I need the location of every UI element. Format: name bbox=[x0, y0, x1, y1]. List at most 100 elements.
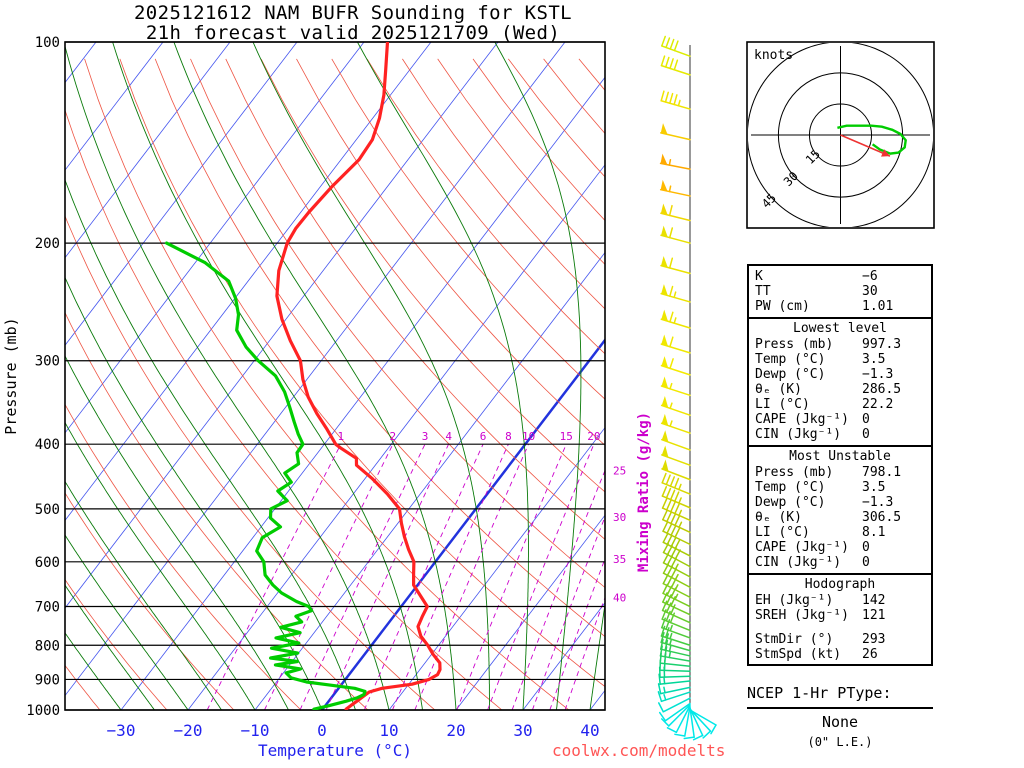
wind-barb bbox=[674, 705, 691, 737]
y-axis-title: Pressure (mb) bbox=[2, 317, 20, 434]
y-axis-tick: 800 bbox=[35, 638, 60, 654]
wind-barb bbox=[661, 430, 691, 451]
stat-row: Press (mb) 997.3 bbox=[749, 337, 931, 352]
stat-label: SREH (Jkg⁻¹) bbox=[755, 608, 849, 623]
stat-value: −1.3 bbox=[862, 367, 894, 382]
stat-row: Press (mb) 798.1 bbox=[749, 465, 931, 480]
stat-value: 1.01 bbox=[862, 299, 894, 314]
mixing-ratio-label: 1 bbox=[338, 430, 345, 443]
x-axis-tick: −10 bbox=[241, 721, 270, 740]
wind-barb bbox=[660, 632, 691, 652]
wind-barb bbox=[659, 645, 691, 662]
y-axis-tick: 1000 bbox=[26, 703, 60, 719]
wind-barb bbox=[658, 702, 691, 722]
stat-row: StmSpd (kt) 26 bbox=[749, 647, 931, 662]
stats-section-title: Most Unstable bbox=[789, 449, 891, 464]
y-axis-tick: 300 bbox=[35, 354, 60, 370]
stat-value: 997.3 bbox=[862, 337, 902, 352]
y-axis-tick: 600 bbox=[35, 555, 60, 571]
wind-barb bbox=[657, 683, 691, 695]
x-axis-tick: 10 bbox=[379, 721, 398, 740]
wind-barb bbox=[661, 486, 691, 509]
stat-label: CAPE (Jkg⁻¹) bbox=[755, 540, 849, 555]
stat-label: Press (mb) bbox=[755, 465, 834, 480]
chart-title-line2: 21h forecast valid 2025121709 (Wed) bbox=[145, 22, 561, 44]
wind-barb bbox=[662, 509, 691, 534]
stat-row: TT 30 bbox=[749, 284, 931, 299]
chart-title-line1: 2025121612 NAM BUFR Sounding for KSTL bbox=[133, 2, 573, 24]
wind-barb bbox=[660, 334, 691, 354]
stat-label: CAPE (Jkg⁻¹) bbox=[755, 412, 849, 427]
stats-section: Hodograph EH (Jkg⁻¹) 142 SREH (Jkg⁻¹) 121 Stm… bbox=[749, 573, 931, 662]
y-axis-tick: 200 bbox=[35, 236, 60, 252]
mixing-ratio-label: 6 bbox=[480, 430, 487, 443]
stat-value: 293 bbox=[862, 632, 886, 647]
wind-barb bbox=[660, 309, 691, 329]
mixing-ratio-label: 25 bbox=[613, 465, 626, 478]
stat-value: 0 bbox=[862, 412, 870, 427]
stat-value: −6 bbox=[862, 269, 878, 284]
watermark-link[interactable]: coolwx.com/modelts bbox=[552, 741, 726, 760]
wind-barb bbox=[661, 459, 691, 481]
wind-barb bbox=[660, 90, 691, 110]
wind-barb bbox=[689, 707, 704, 741]
stat-value: 22.2 bbox=[862, 397, 894, 412]
ptype-panel: NCEP 1-Hr PType: None (0" L.E.) bbox=[747, 684, 933, 749]
stats-panel: K −6 TT 30 PW (cm) 1.01 Lowest level Press (mb)… bbox=[747, 264, 933, 666]
wind-barb bbox=[661, 35, 691, 57]
stat-value: −1.3 bbox=[862, 495, 894, 510]
wind-barb bbox=[689, 708, 712, 739]
stat-value: 798.1 bbox=[862, 465, 902, 480]
temperature-profile bbox=[275, 42, 442, 710]
stats-section-title: Hodograph bbox=[804, 577, 876, 592]
wind-barb bbox=[660, 638, 691, 657]
stat-row: CIN (Jkg⁻¹) 0 bbox=[749, 427, 931, 442]
wind-barb bbox=[660, 225, 691, 244]
y-axis-tick: 900 bbox=[35, 672, 60, 688]
stat-label: StmSpd (kt) bbox=[755, 647, 842, 662]
ptype-title: NCEP 1-Hr PType: bbox=[747, 684, 933, 709]
wind-barb bbox=[662, 532, 691, 557]
stat-value: 30 bbox=[862, 284, 878, 299]
stat-value: 0 bbox=[862, 540, 870, 555]
stat-label: CIN (Jkg⁻¹) bbox=[755, 427, 842, 442]
x-axis-tick: 0 bbox=[317, 721, 327, 740]
wind-barb bbox=[660, 376, 691, 397]
wind-barb bbox=[660, 356, 691, 376]
y-axis-tick: 400 bbox=[35, 437, 60, 453]
stat-row: SREH (Jkg⁻¹) 121 bbox=[749, 608, 931, 623]
wind-barb bbox=[660, 55, 691, 76]
stat-label: θₑ (K) bbox=[755, 510, 802, 525]
stat-label: PW (cm) bbox=[755, 299, 810, 314]
hodograph-trace bbox=[837, 124, 907, 155]
stat-value: 0 bbox=[862, 427, 870, 442]
stat-value: 286.5 bbox=[862, 382, 902, 397]
wind-barb bbox=[662, 573, 691, 599]
stat-label: Temp (°C) bbox=[755, 480, 826, 495]
x-axis-tick: 40 bbox=[580, 721, 599, 740]
stat-row: K −6 bbox=[749, 269, 931, 284]
stat-row: θₑ (K) 306.5 bbox=[749, 510, 931, 525]
x-axis-tick: −30 bbox=[107, 721, 136, 740]
mixing-ratio-label: 15 bbox=[560, 430, 573, 443]
wind-barb bbox=[661, 445, 691, 466]
stats-gap bbox=[749, 623, 931, 632]
stat-value: 3.5 bbox=[862, 352, 886, 367]
stats-section: Lowest level Press (mb) 997.3 Temp (°C) 3.5 D… bbox=[749, 317, 931, 442]
x-axis-tick: −20 bbox=[174, 721, 203, 740]
storm-motion-arrowhead bbox=[881, 149, 890, 157]
stat-row: CAPE (Jkg⁻¹) 0 bbox=[749, 540, 931, 555]
storm-motion-vector bbox=[840, 134, 891, 157]
stats-section-title: Lowest level bbox=[793, 321, 887, 336]
stat-label: StmDir (°) bbox=[755, 632, 834, 647]
stat-label: Dewp (°C) bbox=[755, 495, 826, 510]
stat-label: Press (mb) bbox=[755, 337, 834, 352]
wind-barb bbox=[659, 153, 691, 170]
stat-row: CIN (Jkg⁻¹) 0 bbox=[749, 555, 931, 570]
y-axis-tick: 100 bbox=[35, 35, 60, 51]
wind-barb bbox=[660, 255, 691, 275]
x-axis-tick: 30 bbox=[513, 721, 532, 740]
wind-barb bbox=[660, 203, 691, 222]
stat-value: 142 bbox=[862, 593, 886, 608]
